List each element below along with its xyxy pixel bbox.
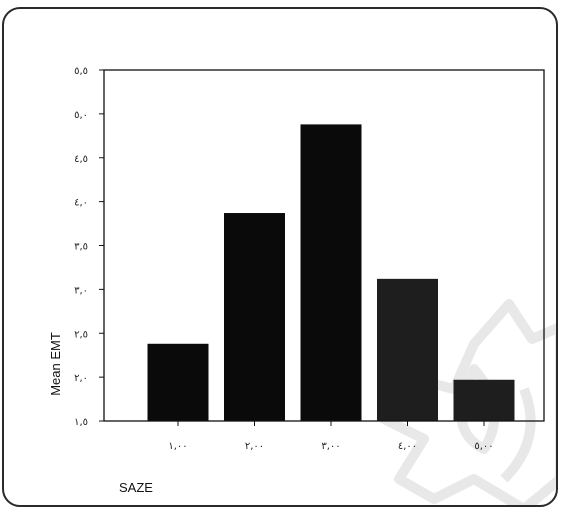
- y-tick-label: ٢,٥: [74, 329, 88, 340]
- y-tick-label: ٥,٠: [74, 110, 88, 121]
- bar-chart: ١,٥ ٢,٠ ٢,٥ ٣,٠ ٣,٥ ٤,٠ ٤,٥ ٥,٠ ٥,٥ ١,٠٠ ٢,٠٠ ٣,٠٠…: [48, 66, 545, 495]
- y-tick-label: ٤,٠: [74, 198, 88, 209]
- y-tick-label: ٥,٥: [74, 66, 88, 77]
- y-tick-label: ٣,٥: [74, 242, 88, 253]
- bar-4: [377, 278, 438, 421]
- y-tick-label: ٣,٠: [74, 285, 88, 296]
- x-tick-label: ١,٠٠: [168, 441, 187, 452]
- bar-2: [224, 213, 285, 421]
- y-tick-label: ١,٥: [74, 417, 88, 428]
- y-axis-title: Mean EMT: [48, 332, 63, 396]
- bar-1: [147, 343, 209, 421]
- x-axis-title: SAZE: [119, 480, 153, 495]
- y-tick-label: ٢,٠: [74, 373, 88, 384]
- bars: [147, 124, 515, 421]
- y-tick-label: ٤,٥: [74, 154, 88, 165]
- bar-5: [453, 379, 515, 421]
- y-axis: ١,٥ ٢,٠ ٢,٥ ٣,٠ ٣,٥ ٤,٠ ٤,٥ ٥,٠ ٥,٥: [74, 66, 104, 428]
- x-tick-label: ٤,٠٠: [398, 441, 417, 452]
- x-axis: ١,٠٠ ٢,٠٠ ٣,٠٠ ٤,٠٠ ٥,٠٠: [168, 421, 494, 452]
- x-tick-label: ٢,٠٠: [245, 441, 264, 452]
- bar-3: [300, 124, 362, 421]
- figure-frame: ١,٥ ٢,٠ ٢,٥ ٣,٠ ٣,٥ ٤,٠ ٤,٥ ٥,٠ ٥,٥ ١,٠٠ ٢,٠٠ ٣,٠٠…: [2, 7, 558, 507]
- x-tick-label: ٣,٠٠: [321, 441, 340, 452]
- x-tick-label: ٥,٠٠: [474, 441, 493, 452]
